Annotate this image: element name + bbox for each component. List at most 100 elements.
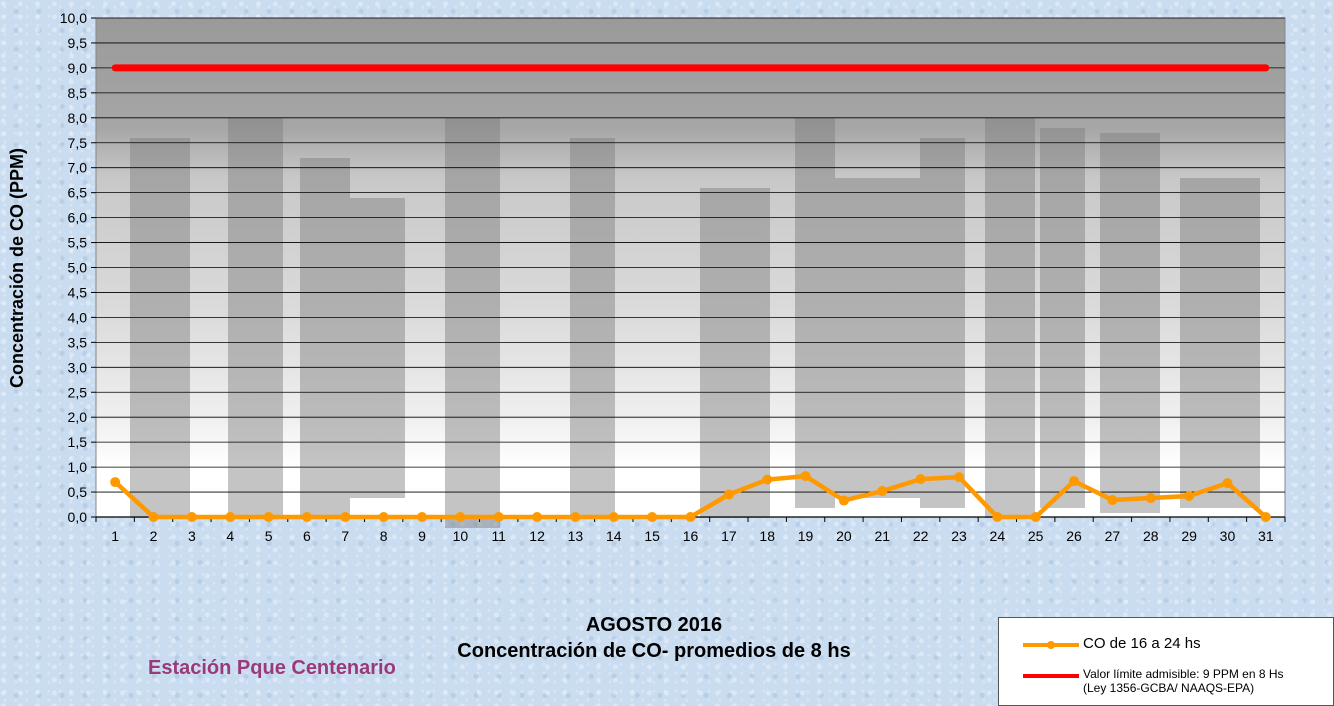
chart-title-line-2: Concentración de CO- promedios de 8 hs <box>457 640 851 662</box>
skyline-block <box>1180 178 1260 508</box>
x-tick-label: 30 <box>1220 528 1236 544</box>
x-tick-label: 1 <box>111 528 119 544</box>
x-tick-label: 10 <box>453 528 469 544</box>
legend-label-limit-line2: (Ley 1356-GCBA/ NAAQS-EPA) <box>1083 681 1255 695</box>
x-tick-label: 16 <box>683 528 699 544</box>
x-tick-label: 11 <box>491 528 506 544</box>
co-data-point <box>1260 512 1271 522</box>
skyline-block <box>835 178 925 498</box>
co-data-point <box>148 512 159 522</box>
y-tick-label: 1,5 <box>68 434 88 450</box>
x-tick-label: 26 <box>1066 528 1082 544</box>
y-tick-label: 2,5 <box>68 384 88 400</box>
x-tick-label: 23 <box>951 528 967 544</box>
skyline-block <box>1040 128 1085 508</box>
y-tick-label: 1,0 <box>68 459 88 475</box>
co-data-point <box>493 512 504 522</box>
co-data-point <box>417 512 428 522</box>
x-tick-label: 22 <box>913 528 929 544</box>
y-tick-label: 2,0 <box>68 409 88 425</box>
y-tick-label: 7,0 <box>68 160 88 176</box>
co-data-point <box>263 512 274 522</box>
co-data-point <box>685 512 696 522</box>
co-data-point <box>838 495 849 506</box>
skyline-block <box>445 118 500 528</box>
co-data-point <box>532 512 543 522</box>
skyline-block <box>795 118 835 508</box>
y-tick-label: 0,5 <box>68 484 88 500</box>
x-tick-label: 15 <box>644 528 660 544</box>
x-tick-label: 4 <box>226 528 234 544</box>
legend-item-co: CO de 16 a 24 hs <box>999 635 1333 655</box>
skyline-block <box>920 138 965 508</box>
co-data-point <box>340 512 351 522</box>
legend-label-limit: Valor límite admisible: 9 PPM en 8 Hs (L… <box>1083 667 1284 695</box>
co-data-point <box>647 512 658 522</box>
x-tick-label: 28 <box>1143 528 1159 544</box>
x-tick-label: 14 <box>606 528 622 544</box>
co-data-point <box>378 512 389 522</box>
legend-label-co: CO de 16 a 24 hs <box>1083 635 1201 652</box>
y-tick-label: 7,5 <box>68 135 88 151</box>
x-tick-label: 21 <box>874 528 890 544</box>
legend: CO de 16 a 24 hs Valor límite admisible:… <box>998 617 1334 706</box>
co-data-point <box>110 477 121 488</box>
x-axis-ticks: 1 2 3 4 5 6 7 8 9 10 11 12 13 14 15 16 17 18 19 20 21 22 23 24 2… <box>95 516 1286 544</box>
y-tick-label: 8,5 <box>68 85 88 101</box>
skyline-block <box>700 188 770 518</box>
skyline-block <box>130 138 190 518</box>
skyline-block <box>570 138 615 518</box>
x-tick-label: 20 <box>836 528 852 544</box>
chart-title: AGOSTO 2016 Concentración de CO- promedi… <box>380 612 928 664</box>
co-data-point <box>301 512 312 522</box>
x-tick-label: 8 <box>380 528 388 544</box>
co-data-point <box>1222 478 1233 489</box>
co-data-point <box>915 474 926 485</box>
co-data-point <box>1107 495 1118 506</box>
series-layer <box>110 64 1271 522</box>
legend-swatch-limit <box>1023 674 1079 678</box>
legend-item-limit: Valor límite admisible: 9 PPM en 8 Hs (L… <box>999 667 1333 697</box>
co-data-point <box>800 471 811 482</box>
y-tick-label: 9,5 <box>68 35 88 51</box>
co-data-point <box>608 512 619 522</box>
x-tick-label: 2 <box>150 528 158 544</box>
x-tick-label: 3 <box>188 528 196 544</box>
y-tick-label: 10,0 <box>60 10 87 26</box>
co-data-point <box>455 512 466 522</box>
x-tick-label: 24 <box>990 528 1006 544</box>
legend-label-limit-line1: Valor límite admisible: 9 PPM en 8 Hs <box>1083 667 1284 681</box>
gridlines <box>96 17 1285 518</box>
x-tick-label: 19 <box>798 528 814 544</box>
y-tick-label: 0,0 <box>68 509 88 525</box>
x-tick-label: 29 <box>1181 528 1197 544</box>
skyline-block <box>228 118 283 518</box>
y-tick-label: 6,0 <box>68 210 88 226</box>
y-tick-label: 4,5 <box>68 284 88 300</box>
y-tick-label: 5,0 <box>68 260 88 276</box>
x-tick-label: 27 <box>1105 528 1121 544</box>
skyline-block <box>325 198 405 498</box>
x-tick-label: 25 <box>1028 528 1044 544</box>
co-data-point <box>723 489 734 500</box>
station-label: Estación Pque Centenario <box>148 657 396 679</box>
co-data-point <box>225 512 236 522</box>
x-tick-label: 31 <box>1258 528 1274 544</box>
y-tick-label: 9,0 <box>68 60 88 76</box>
legend-swatch-co <box>1023 641 1079 649</box>
y-axis-ticks: 0,0 0,5 1,0 1,5 2,0 2,5 3,0 3,5 4,0 4,5 5,0 5,5 6,0 6… <box>60 10 96 525</box>
x-tick-label: 5 <box>265 528 273 544</box>
x-tick-label: 12 <box>529 528 545 544</box>
y-tick-label: 5,5 <box>68 235 88 251</box>
co-data-point <box>1184 491 1195 502</box>
co-data-point <box>953 472 964 483</box>
co-data-point <box>1069 476 1080 487</box>
y-tick-label: 6,5 <box>68 185 88 201</box>
y-axis-title: Concentración de CO (PPM) <box>7 148 27 388</box>
co-data-point <box>186 512 197 522</box>
co-data-point <box>877 486 888 497</box>
y-tick-label: 3,5 <box>68 334 88 350</box>
chart-title-line-1: AGOSTO 2016 <box>585 614 723 636</box>
co-data-point <box>992 512 1003 522</box>
